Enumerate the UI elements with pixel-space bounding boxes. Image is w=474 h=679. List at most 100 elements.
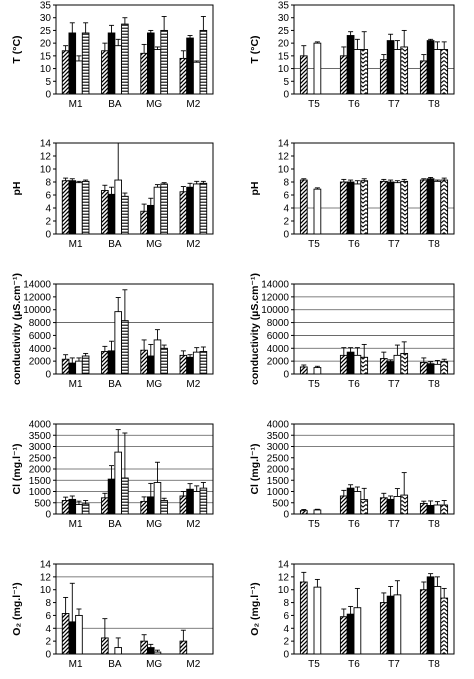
bar [147, 204, 155, 235]
x-tick-label: T6 [348, 239, 360, 250]
y-tick-label: 25 [40, 26, 52, 37]
plot-frame [55, 4, 214, 95]
bar [121, 195, 129, 235]
y-tick-label: 10000 [23, 305, 51, 316]
bar [419, 361, 428, 375]
y-tick-label: 3500 [29, 431, 52, 442]
bar [101, 497, 109, 515]
bar [393, 49, 402, 95]
y-tick-label: 8000 [267, 318, 290, 329]
y-tick-label: 15 [278, 51, 290, 62]
bar [192, 61, 201, 95]
bar [346, 613, 355, 655]
y-tick-label: 10 [278, 165, 290, 176]
bar [426, 178, 435, 235]
x-tick-label: T7 [388, 379, 400, 390]
x-tick-label: M2 [186, 379, 200, 390]
bar [360, 180, 369, 235]
bar [153, 49, 162, 95]
y-tick-label: 12 [40, 572, 52, 583]
bar [386, 498, 395, 515]
bar [179, 495, 188, 515]
y-tick-label: 10 [40, 165, 52, 176]
y-tick-label: 10000 [261, 305, 289, 316]
x-tick-label: M1 [69, 659, 83, 670]
bar [440, 179, 449, 235]
x-tick-label: T8 [428, 99, 440, 110]
bar [433, 363, 442, 375]
y-tick-label: 4000 [267, 420, 290, 431]
x-tick-label: MG [146, 99, 162, 110]
bar [353, 49, 362, 95]
y-tick-label: 12000 [23, 292, 51, 303]
bar [114, 311, 122, 375]
bar [299, 179, 308, 235]
y-tick-label: 6 [283, 611, 289, 622]
y-tick-label: 1500 [267, 476, 290, 487]
x-tick-label: M2 [186, 99, 200, 110]
bar [179, 57, 188, 95]
bar [68, 498, 77, 515]
bar [360, 356, 369, 375]
plot-frame [293, 563, 455, 655]
y-axis-label: conductivity (µS.cm⁻¹) [11, 273, 23, 385]
plot-frame [55, 283, 214, 375]
x-tick-label: T7 [388, 659, 400, 670]
y-tick-label: 3500 [267, 431, 290, 442]
y-axis-label: O₂ (mg.l⁻¹) [11, 582, 23, 635]
y-tick-label: 2 [283, 637, 289, 648]
y-tick-label: 6 [283, 191, 289, 202]
x-tick-label: T8 [428, 379, 440, 390]
bar [114, 451, 122, 515]
bar [81, 503, 90, 515]
y-tick-label: 3000 [267, 442, 290, 453]
bar [393, 182, 402, 235]
y-tick-label: 4000 [29, 344, 52, 355]
y-tick-label: 1000 [29, 487, 52, 498]
y-tick-label: 6000 [29, 331, 52, 342]
y-tick-label: 10 [40, 585, 52, 596]
y-tick-label: 12 [278, 572, 290, 583]
bar [400, 352, 409, 375]
x-tick-label: M2 [186, 519, 200, 530]
bar [160, 500, 168, 515]
bar [75, 360, 83, 375]
bar [153, 651, 162, 655]
y-tick-label: 4 [45, 624, 51, 635]
bar [379, 358, 388, 375]
bar [75, 60, 83, 95]
bar [426, 363, 435, 375]
bar [353, 183, 362, 235]
bar [160, 183, 168, 235]
bar [339, 495, 348, 515]
y-tick-label: 8 [283, 598, 289, 609]
y-tick-label: 4 [45, 204, 51, 215]
bar [192, 351, 201, 375]
bar [419, 60, 428, 95]
bar [121, 320, 129, 375]
y-tick-label: 8 [283, 178, 289, 189]
y-tick-label: 14 [40, 560, 52, 571]
y-tick-label: 2500 [267, 453, 290, 464]
x-tick-label: M2 [186, 659, 200, 670]
bar [186, 186, 194, 235]
bar [75, 182, 83, 235]
y-tick-label: 0 [283, 650, 289, 661]
bar [360, 499, 369, 515]
bar [101, 637, 109, 655]
bar [75, 504, 83, 515]
x-tick-label: T8 [428, 659, 440, 670]
y-tick-label: 5 [283, 77, 289, 88]
bar [400, 180, 409, 235]
bar [433, 49, 442, 95]
bar [61, 358, 70, 375]
bar [379, 59, 388, 95]
bar [199, 487, 208, 515]
bar [346, 181, 355, 235]
x-tick-label: T7 [388, 519, 400, 530]
y-tick-label: 14 [40, 139, 52, 150]
bar [101, 351, 109, 375]
y-tick-label: 14000 [261, 280, 289, 291]
